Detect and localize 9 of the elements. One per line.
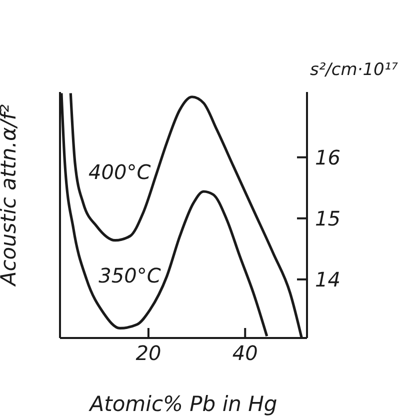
- x-tick-label: 20: [136, 341, 162, 366]
- y2-axis-title: s²/cm·10¹⁷: [310, 60, 398, 80]
- y2-tick-label: 15: [315, 206, 340, 230]
- y2-tick-label: 14: [315, 268, 340, 292]
- y2-tick-label: 16: [315, 145, 340, 170]
- x-axis-title: Atomic% Pb in Hg: [88, 392, 278, 416]
- series-label: 400°C: [88, 160, 151, 184]
- x-tick-label: 40: [232, 341, 258, 366]
- series-label: 350°C: [98, 263, 161, 288]
